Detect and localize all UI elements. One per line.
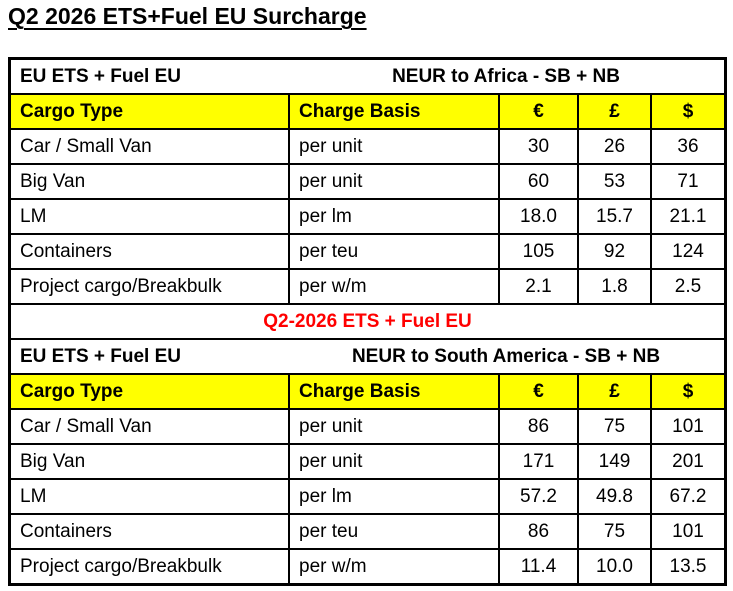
- gbp-value-cell: 10.0: [577, 550, 650, 583]
- eur-value-cell: 171: [498, 445, 577, 478]
- column-header-usd: $: [650, 95, 724, 128]
- eur-value-cell: 57.2: [498, 480, 577, 513]
- column-header-gbp: £: [577, 95, 650, 128]
- eur-value-cell: 30: [498, 130, 577, 163]
- table-row: Car / Small Van per unit 30 26 36: [11, 128, 724, 163]
- column-header-row: Cargo Type Charge Basis € £ $: [11, 373, 724, 408]
- gbp-value-cell: 75: [577, 515, 650, 548]
- section-header-row-south-america: EU ETS + Fuel EU NEUR to South America -…: [11, 338, 724, 373]
- table-row: LM per lm 18.0 15.7 21.1: [11, 198, 724, 233]
- usd-value-cell: 36: [650, 130, 724, 163]
- eur-value-cell: 86: [498, 410, 577, 443]
- usd-value-cell: 67.2: [650, 480, 724, 513]
- usd-value-cell: 13.5: [650, 550, 724, 583]
- charge-basis-cell: per teu: [288, 235, 498, 268]
- gbp-value-cell: 49.8: [577, 480, 650, 513]
- column-header-cargo-type: Cargo Type: [11, 95, 288, 128]
- section-label: EU ETS + Fuel EU: [20, 65, 182, 87]
- cargo-type-cell: Car / Small Van: [20, 415, 152, 437]
- eur-value-cell: 2.1: [498, 270, 577, 303]
- eur-value-cell: 86: [498, 515, 577, 548]
- table-row: Project cargo/Breakbulk per w/m 11.4 10.…: [11, 548, 724, 583]
- column-header-charge-basis: Charge Basis: [288, 375, 498, 408]
- charge-basis-cell: per unit: [288, 410, 498, 443]
- table-row: Car / Small Van per unit 86 75 101: [11, 408, 724, 443]
- eur-value-cell: 11.4: [498, 550, 577, 583]
- cargo-type-cell: Car / Small Van: [20, 135, 152, 157]
- table-row: Big Van per unit 171 149 201: [11, 443, 724, 478]
- column-header-gbp: £: [577, 375, 650, 408]
- usd-value-cell: 101: [650, 410, 724, 443]
- gbp-value-cell: 92: [577, 235, 650, 268]
- charge-basis-cell: per unit: [288, 445, 498, 478]
- usd-value-cell: 21.1: [650, 200, 724, 233]
- table-row: Containers per teu 86 75 101: [11, 513, 724, 548]
- quarter-divider-label: Q2-2026 ETS + Fuel EU: [263, 310, 472, 332]
- section-route-label: NEUR to Africa - SB + NB: [392, 65, 620, 87]
- cargo-type-cell: LM: [20, 485, 47, 507]
- eur-value-cell: 105: [498, 235, 577, 268]
- cargo-type-cell: Containers: [20, 240, 112, 262]
- gbp-value-cell: 26: [577, 130, 650, 163]
- table-row: Project cargo/Breakbulk per w/m 2.1 1.8 …: [11, 268, 724, 303]
- cargo-type-cell: Project cargo/Breakbulk: [20, 555, 222, 577]
- quarter-divider-row: Q2-2026 ETS + Fuel EU: [11, 303, 724, 338]
- gbp-value-cell: 1.8: [577, 270, 650, 303]
- cargo-type-cell: Project cargo/Breakbulk: [20, 275, 222, 297]
- section-label: EU ETS + Fuel EU: [20, 345, 182, 367]
- charge-basis-cell: per unit: [288, 165, 498, 198]
- cargo-type-cell: Containers: [20, 520, 112, 542]
- eur-value-cell: 60: [498, 165, 577, 198]
- usd-value-cell: 2.5: [650, 270, 724, 303]
- table-row: Containers per teu 105 92 124: [11, 233, 724, 268]
- column-header-cargo-type: Cargo Type: [11, 375, 288, 408]
- charge-basis-cell: per lm: [288, 480, 498, 513]
- surcharge-table: EU ETS + Fuel EU NEUR to Africa - SB + N…: [8, 57, 727, 586]
- column-header-eur: €: [498, 95, 577, 128]
- charge-basis-cell: per w/m: [288, 550, 498, 583]
- gbp-value-cell: 75: [577, 410, 650, 443]
- column-header-charge-basis: Charge Basis: [288, 95, 498, 128]
- table-row: Big Van per unit 60 53 71: [11, 163, 724, 198]
- page-title: Q2 2026 ETS+Fuel EU Surcharge: [8, 3, 367, 29]
- section-route-label: NEUR to South America - SB + NB: [351, 345, 661, 367]
- charge-basis-cell: per w/m: [288, 270, 498, 303]
- usd-value-cell: 201: [650, 445, 724, 478]
- cargo-type-cell: LM: [20, 205, 47, 227]
- charge-basis-cell: per unit: [288, 130, 498, 163]
- gbp-value-cell: 15.7: [577, 200, 650, 233]
- column-header-usd: $: [650, 375, 724, 408]
- usd-value-cell: 101: [650, 515, 724, 548]
- usd-value-cell: 124: [650, 235, 724, 268]
- table-row: LM per lm 57.2 49.8 67.2: [11, 478, 724, 513]
- eur-value-cell: 18.0: [498, 200, 577, 233]
- cargo-type-cell: Big Van: [20, 170, 86, 192]
- gbp-value-cell: 149: [577, 445, 650, 478]
- column-header-row: Cargo Type Charge Basis € £ $: [11, 93, 724, 128]
- gbp-value-cell: 53: [577, 165, 650, 198]
- section-header-row-africa: EU ETS + Fuel EU NEUR to Africa - SB + N…: [11, 60, 724, 93]
- column-header-eur: €: [498, 375, 577, 408]
- charge-basis-cell: per teu: [288, 515, 498, 548]
- cargo-type-cell: Big Van: [20, 450, 86, 472]
- usd-value-cell: 71: [650, 165, 724, 198]
- charge-basis-cell: per lm: [288, 200, 498, 233]
